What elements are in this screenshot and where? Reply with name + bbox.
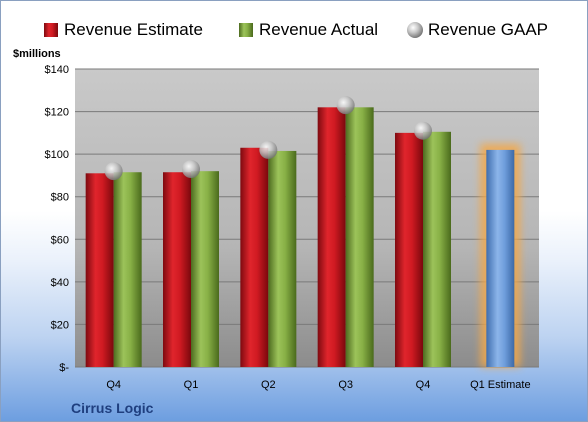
legend-item-estimate: Revenue Estimate: [44, 20, 203, 39]
legend-label-actual: Revenue Actual: [259, 20, 378, 39]
y-tick-label: $40: [51, 277, 69, 289]
x-tick-label: Q4: [416, 379, 431, 391]
marker-revenue-gaap: [182, 160, 200, 179]
x-tick-label: Q1 Estimate: [470, 379, 531, 391]
y-axis-ticks: $- $20 $40 $60 $80 $100 $120 $140: [45, 64, 70, 374]
y-tick-label: $120: [45, 107, 69, 119]
plot-area: [75, 69, 539, 367]
y-tick-label: $60: [51, 234, 69, 246]
bars: [85, 107, 521, 368]
bar-revenue-estimate: [317, 107, 346, 368]
y-tick-label: $20: [51, 319, 69, 331]
marker-revenue-gaap: [259, 140, 278, 159]
bar-revenue-actual: [191, 171, 219, 367]
bar-revenue-estimate: [240, 147, 269, 367]
bar-forecast-estimate: [486, 149, 515, 367]
y-tick-label: $80: [51, 192, 69, 204]
bar-revenue-actual: [268, 150, 297, 367]
company-label: Cirrus Logic: [71, 400, 154, 416]
bar-revenue-actual: [113, 172, 142, 367]
x-tick-label: Q3: [338, 379, 353, 391]
gridlines: [75, 68, 539, 368]
y-tick-label: $140: [45, 64, 69, 76]
bar-revenue-estimate: [163, 172, 191, 367]
x-tick-label: Q2: [261, 379, 276, 391]
bar-revenue-estimate: [395, 132, 423, 367]
legend: Revenue Estimate Revenue Actual Revenue …: [44, 20, 548, 39]
legend-swatch-estimate: [44, 23, 58, 37]
legend-item-gaap: Revenue GAAP: [407, 20, 548, 39]
legend-label-estimate: Revenue Estimate: [64, 20, 203, 39]
x-tick-label: Q4: [106, 379, 121, 391]
legend-label-gaap: Revenue GAAP: [428, 20, 548, 39]
y-tick-label: $-: [59, 362, 69, 374]
x-tick-label: Q1: [184, 379, 199, 391]
bar-revenue-actual: [345, 107, 374, 368]
x-axis-ticks: Q4 Q1 Q2 Q3 Q4 Q1 Estimate: [106, 379, 530, 391]
bar-revenue-estimate: [85, 173, 114, 367]
legend-marker-gaap: [407, 22, 423, 38]
marker-revenue-gaap: [104, 162, 123, 181]
legend-swatch-actual: [239, 23, 253, 37]
marker-revenue-gaap: [414, 121, 432, 140]
y-tick-label: $100: [45, 149, 69, 161]
y-axis-unit-label: $millions: [13, 48, 61, 60]
legend-item-actual: Revenue Actual: [239, 20, 378, 39]
gaap-markers: [104, 96, 432, 181]
marker-revenue-gaap: [336, 96, 355, 115]
bar-revenue-actual: [423, 131, 451, 367]
